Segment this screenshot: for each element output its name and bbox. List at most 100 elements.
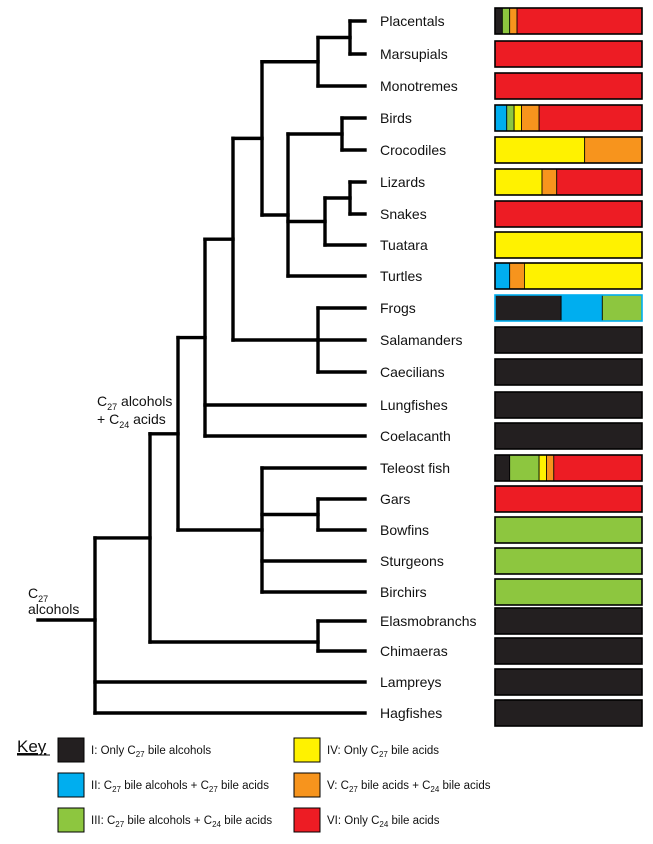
bar-outline-marsupials [494, 40, 643, 68]
composition-bar-gars [494, 485, 643, 513]
bar-outline-bowfins [494, 516, 643, 544]
composition-bar-tuatara [494, 231, 643, 259]
bar-segment-sturgeons-iii [494, 547, 643, 575]
bar-segment-placentals-vi [516, 7, 643, 35]
bar-segment-elasmobranchs-i [494, 607, 643, 635]
bar-outline-salamanders [494, 326, 643, 354]
bar-segment-lungfishes-i [494, 391, 643, 419]
composition-bar-lampreys [494, 668, 643, 696]
key-swatch-ii [57, 772, 85, 798]
bar-segment-birds-iv [513, 104, 522, 132]
taxon-label-coelacanth: Coelacanth [380, 428, 451, 444]
bar-segment-birchirs-iii [494, 578, 643, 606]
bar-outline-birchirs [494, 578, 643, 606]
bar-segment-chimaeras-i [494, 637, 643, 665]
bar-segment-gars-vi [494, 485, 643, 513]
bar-outline-elasmobranchs [494, 607, 643, 635]
bar-segment-birds-v [521, 104, 540, 132]
bar-outline-birds [494, 104, 643, 132]
key-label-i: I: Only C27 bile alcohols [91, 745, 211, 759]
taxon-label-sturgeons: Sturgeons [380, 553, 444, 569]
bar-segment-teleost-fish-v [546, 454, 555, 482]
composition-bars [494, 7, 643, 727]
composition-bar-turtles [494, 262, 643, 290]
bar-outline-caecilians [494, 358, 643, 386]
key-label-v: V: C27 bile acids + C24 bile acids [327, 780, 491, 794]
composition-bar-crocodiles [494, 136, 643, 164]
inner-node-label-line2: + C24 acids [97, 411, 166, 430]
key-label-iii: III: C27 bile alcohols + C24 bile acids [91, 815, 272, 829]
key-label-ii: II: C27 bile alcohols + C27 bile acids [91, 780, 269, 794]
bar-segment-lizards-vi [556, 168, 643, 196]
bar-segment-frogs-iii [601, 294, 643, 322]
taxon-label-turtles: Turtles [380, 268, 422, 284]
key-swatch-v [293, 772, 321, 798]
bar-outline-frogs [494, 294, 643, 322]
bar-segment-turtles-ii [494, 262, 511, 290]
bar-outline-monotremes [494, 72, 643, 100]
key-swatch-iv [293, 737, 321, 763]
bar-segment-crocodiles-v [584, 136, 643, 164]
taxon-label-lampreys: Lampreys [380, 674, 441, 690]
key-swatch-vi [293, 807, 321, 833]
bar-segment-birds-ii [494, 104, 508, 132]
bar-outline-sturgeons [494, 547, 643, 575]
bar-segment-monotremes-vi [494, 72, 643, 100]
composition-bar-frogs [494, 294, 643, 322]
taxon-label-monotremes: Monotremes [380, 78, 458, 94]
bar-segment-placentals-iii [501, 7, 511, 35]
key-label-vi: VI: Only C24 bile acids [327, 815, 440, 829]
composition-bar-snakes [494, 200, 643, 228]
bar-outline-placentals [494, 7, 643, 35]
color-key: Key I: Only C27 bile alcohols II: C27 bile… [17, 737, 491, 833]
bar-outline-coelacanth [494, 422, 643, 450]
bar-segment-teleost-fish-vi [553, 454, 643, 482]
composition-bar-lizards [494, 168, 643, 196]
bar-outline-lampreys [494, 668, 643, 696]
composition-bar-salamanders [494, 326, 643, 354]
bar-segment-teleost-fish-i [494, 454, 511, 482]
composition-bar-birchirs [494, 578, 643, 606]
taxon-label-marsupials: Marsupials [380, 46, 448, 62]
bar-outline-chimaeras [494, 637, 643, 665]
taxon-label-lungfishes: Lungfishes [380, 397, 448, 413]
composition-bar-bowfins [494, 516, 643, 544]
key-title: Key [17, 737, 47, 756]
taxon-label-snakes: Snakes [380, 206, 427, 222]
bar-outline-lungfishes [494, 391, 643, 419]
phylogenetic-tree [36, 19, 367, 715]
bar-outline-crocodiles [494, 136, 643, 164]
bar-segment-salamanders-i [494, 326, 643, 354]
composition-bar-sturgeons [494, 547, 643, 575]
taxon-label-crocodiles: Crocodiles [380, 142, 446, 158]
bar-segment-tuatara-iv [494, 231, 643, 259]
bar-segment-frogs-ii [560, 294, 603, 322]
bar-outline-turtles [494, 262, 643, 290]
bar-segment-caecilians-i [494, 358, 643, 386]
bar-segment-teleost-fish-iv [538, 454, 547, 482]
taxon-label-salamanders: Salamanders [380, 332, 463, 348]
bar-segment-snakes-vi [494, 200, 643, 228]
composition-bar-monotremes [494, 72, 643, 100]
bar-outline-hagfishes [494, 699, 643, 727]
bar-segment-lizards-v [541, 168, 558, 196]
key-swatch-i [57, 737, 85, 763]
composition-bar-marsupials [494, 40, 643, 68]
composition-bar-birds [494, 104, 643, 132]
taxon-label-elasmobranchs: Elasmobranchs [380, 613, 477, 629]
bar-segment-turtles-iv [524, 262, 643, 290]
taxon-label-gars: Gars [380, 491, 410, 507]
taxon-label-tuatara: Tuatara [380, 237, 428, 253]
bar-segment-lizards-iv [494, 168, 543, 196]
bar-outline-tuatara [494, 231, 643, 259]
bar-segment-marsupials-vi [494, 40, 643, 68]
bar-outline-teleost-fish [494, 454, 643, 482]
bar-segment-teleost-fish-iii [509, 454, 540, 482]
taxon-label-bowfins: Bowfins [380, 522, 429, 538]
taxon-label-lizards: Lizards [380, 174, 425, 190]
bar-segment-lampreys-i [494, 668, 643, 696]
inner-node-label-line1: C27 alcohols [97, 393, 172, 412]
composition-bar-caecilians [494, 358, 643, 386]
taxon-label-hagfishes: Hagfishes [380, 705, 442, 721]
